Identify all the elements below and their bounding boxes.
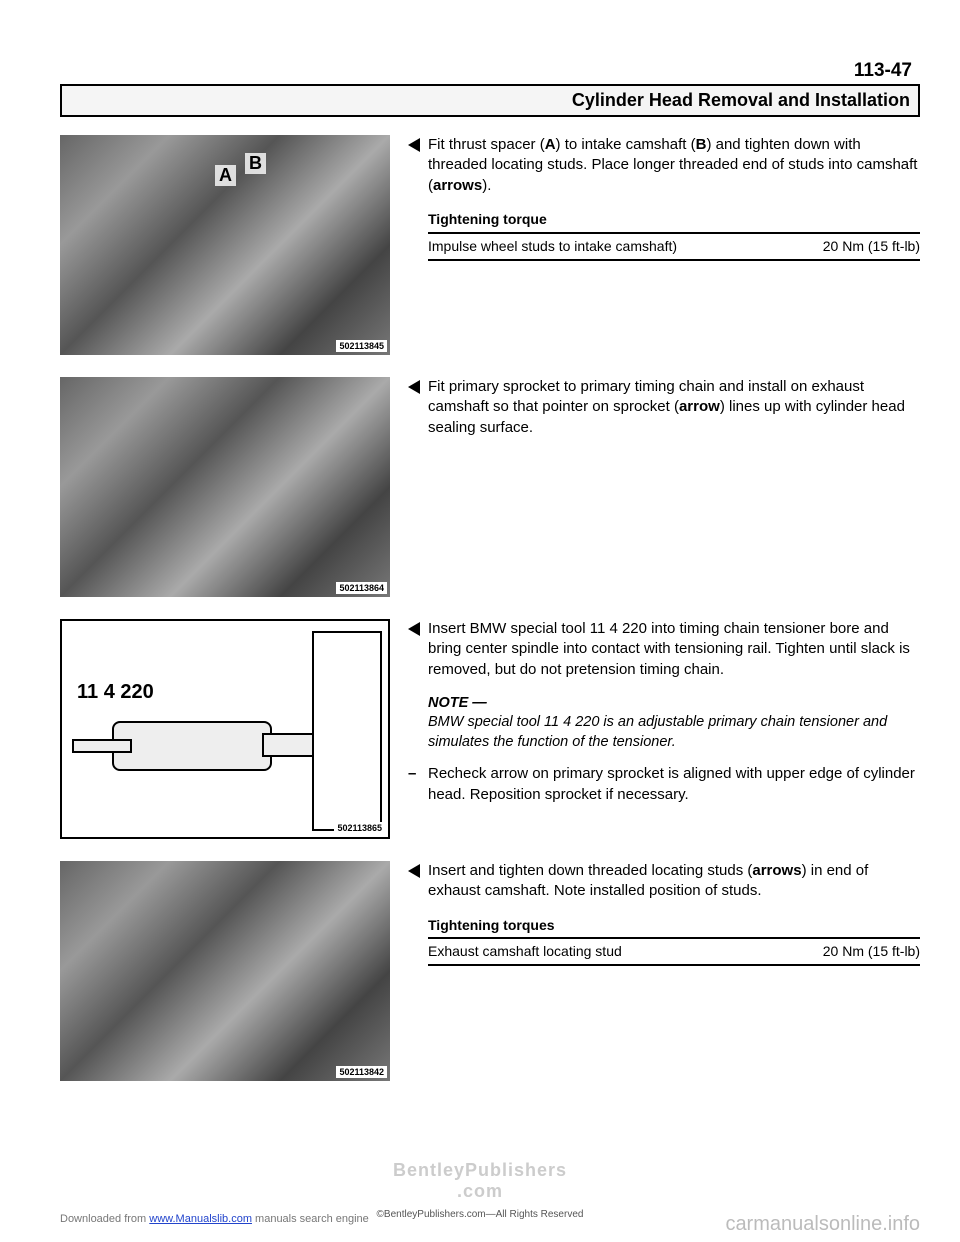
instruction-step: Fit primary sprocket to primary timing c… — [408, 377, 920, 438]
figure-reference-number: 502113845 — [336, 340, 387, 352]
footer-bar: Downloaded from www.Manualslib.com manua… — [0, 1213, 960, 1236]
triangle-bullet-icon — [408, 864, 420, 878]
step-text: Fit primary sprocket to primary timing c… — [428, 377, 920, 438]
content-row: 502113864 Fit primary sprocket to primary… — [60, 377, 920, 597]
instruction-content: Fit thrust spacer (A) to intake camshaft… — [408, 135, 920, 261]
torque-title: Tightening torques — [428, 916, 920, 940]
instruction-content: Insert BMW special tool 11 4 220 into ti… — [408, 619, 920, 819]
torque-spec-block: Tightening torque Impulse wheel studs to … — [428, 210, 920, 261]
figure-reference-number: 502113842 — [336, 1066, 387, 1078]
step-text: Insert BMW special tool 11 4 220 into ti… — [428, 619, 920, 680]
step-text: Fit thrust spacer (A) to intake camshaft… — [428, 135, 920, 196]
content-row: 502113842 Insert and tighten down threade… — [60, 861, 920, 1081]
triangle-bullet-icon — [408, 138, 420, 152]
torque-title: Tightening torque — [428, 210, 920, 234]
step-text: Recheck arrow on primary sprocket is ali… — [428, 764, 920, 805]
instruction-step: Insert BMW special tool 11 4 220 into ti… — [408, 619, 920, 680]
torque-row: Exhaust camshaft locating stud 20 Nm (15 … — [428, 942, 920, 966]
footer-left-pre: Downloaded from — [60, 1213, 149, 1225]
step-text: Insert and tighten down threaded locatin… — [428, 861, 920, 902]
dash-bullet-icon: – — [408, 764, 420, 784]
note-text: BMW special tool 11 4 220 is an adjustab… — [428, 713, 920, 752]
note-block: NOTE —BMW special tool 11 4 220 is an ad… — [428, 694, 920, 753]
figure-reference-number: 502113864 — [336, 582, 387, 594]
section-header: Cylinder Head Removal and Installation — [60, 84, 920, 117]
torque-row: Impulse wheel studs to intake camshaft) 2… — [428, 237, 920, 261]
figure-reference-number: 502113865 — [334, 822, 385, 834]
instruction-step: Insert and tighten down threaded locatin… — [408, 861, 920, 902]
note-label: NOTE — — [428, 694, 920, 714]
content-row: 502113845 AB Fit thrust spacer (A) to inta… — [60, 135, 920, 355]
line-drawing-figure: 502113865 11 4 220 — [60, 619, 390, 839]
instruction-content: Fit primary sprocket to primary timing c… — [408, 377, 920, 452]
torque-value: 20 Nm (15 ft-lb) — [823, 237, 920, 256]
footer-left-post: manuals search engine — [252, 1213, 369, 1225]
content-blocks: 502113845 AB Fit thrust spacer (A) to inta… — [60, 135, 920, 1081]
triangle-bullet-icon — [408, 380, 420, 394]
footer-right-watermark: carmanualsonline.info — [725, 1213, 920, 1236]
figure-callout-label: B — [245, 153, 266, 174]
content-row: 502113865 11 4 220 Insert BMW special tool… — [60, 619, 920, 839]
torque-spec-block: Tightening torquesExhaust camshaft locat… — [428, 916, 920, 967]
torque-value: 20 Nm (15 ft-lb) — [823, 942, 920, 961]
photo-figure: 502113864 — [60, 377, 390, 597]
photo-figure: 502113842 — [60, 861, 390, 1081]
photo-figure: 502113845 AB — [60, 135, 390, 355]
torque-label: Exhaust camshaft locating stud — [428, 942, 622, 961]
instruction-step: –Recheck arrow on primary sprocket is al… — [408, 764, 920, 805]
triangle-bullet-icon — [408, 622, 420, 636]
page-container: 113-47 Cylinder Head Removal and Install… — [0, 0, 960, 1242]
publisher-watermark: BentleyPublishers.com — [0, 1160, 960, 1202]
tool-number-label: 11 4 220 — [77, 681, 154, 704]
footer-manualslib-link[interactable]: www.Manualslib.com — [149, 1213, 252, 1225]
page-number: 113-47 — [60, 60, 920, 82]
torque-label: Impulse wheel studs to intake camshaft) — [428, 237, 677, 256]
footer-left: Downloaded from www.Manualslib.com manua… — [60, 1213, 369, 1236]
instruction-step: Fit thrust spacer (A) to intake camshaft… — [408, 135, 920, 196]
instruction-content: Insert and tighten down threaded locatin… — [408, 861, 920, 966]
figure-callout-label: A — [215, 165, 236, 186]
